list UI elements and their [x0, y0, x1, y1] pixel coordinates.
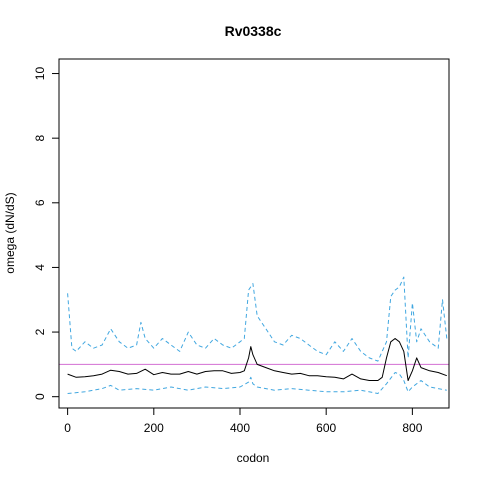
x-tick-label: 0 [64, 421, 71, 435]
y-tick-label: 10 [33, 67, 47, 81]
y-tick-label: 0 [33, 393, 47, 400]
plot-area [59, 276, 449, 394]
series-line-upper-bound [67, 276, 448, 362]
y-tick-label: 6 [33, 199, 47, 206]
series-line-estimate [67, 338, 447, 381]
series-line-lower-bound [67, 372, 447, 394]
x-tick-label: 400 [230, 421, 250, 435]
x-axis-label: codon [237, 451, 270, 465]
y-axis-label: omega (dN/dS) [3, 192, 17, 273]
y-tick-label: 2 [33, 328, 47, 335]
plot-frame [58, 58, 450, 409]
chart-title: Rv0338c [225, 23, 282, 39]
x-tick-label: 600 [316, 421, 336, 435]
y-tick-label: 4 [33, 264, 47, 271]
x-tick-label: 200 [144, 421, 164, 435]
x-tick-label: 800 [402, 421, 422, 435]
y-tick-label: 8 [33, 135, 47, 142]
